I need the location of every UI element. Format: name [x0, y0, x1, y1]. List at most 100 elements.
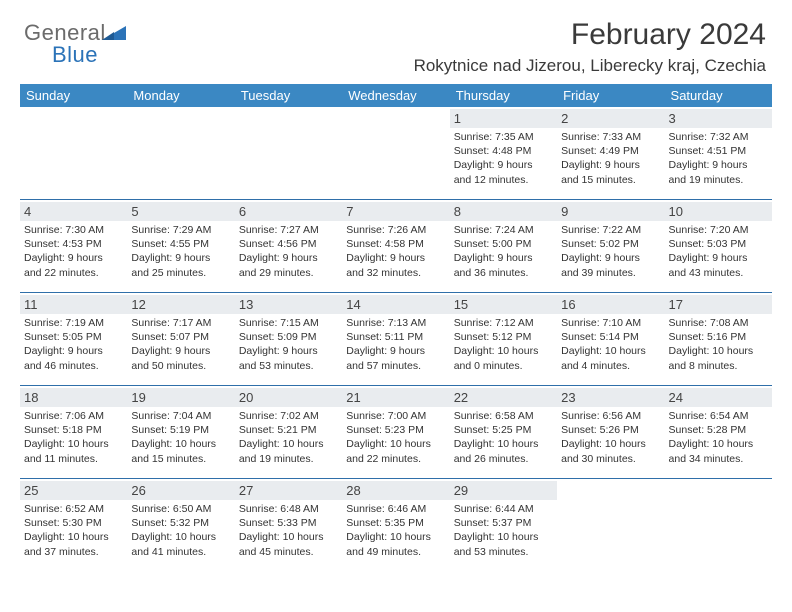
sunrise-text: Sunrise: 7:32 AM	[669, 130, 768, 144]
weekday-header: Thursday	[450, 84, 557, 107]
sunrise-text: Sunrise: 7:22 AM	[561, 223, 660, 237]
day-number: 17	[665, 295, 772, 314]
sunset-text: Sunset: 5:23 PM	[346, 423, 445, 437]
sunset-text: Sunset: 5:11 PM	[346, 330, 445, 344]
calendar-day-cell: 23Sunrise: 6:56 AMSunset: 5:26 PMDayligh…	[557, 386, 664, 479]
calendar-week-row: 18Sunrise: 7:06 AMSunset: 5:18 PMDayligh…	[20, 386, 772, 479]
daylight-text: Daylight: 9 hours	[561, 158, 660, 172]
sunrise-text: Sunrise: 7:20 AM	[669, 223, 768, 237]
calendar-day-cell: 25Sunrise: 6:52 AMSunset: 5:30 PMDayligh…	[20, 479, 127, 572]
sunset-text: Sunset: 5:16 PM	[669, 330, 768, 344]
daylight-text: Daylight: 9 hours	[669, 251, 768, 265]
calendar-day-cell: 22Sunrise: 6:58 AMSunset: 5:25 PMDayligh…	[450, 386, 557, 479]
day-number: 29	[450, 481, 557, 500]
calendar-day-cell	[235, 107, 342, 200]
calendar-day-cell: 4Sunrise: 7:30 AMSunset: 4:53 PMDaylight…	[20, 200, 127, 293]
daylight-text: and 36 minutes.	[454, 266, 553, 280]
day-number: 2	[557, 109, 664, 128]
day-number: 9	[557, 202, 664, 221]
calendar-week-row: 25Sunrise: 6:52 AMSunset: 5:30 PMDayligh…	[20, 479, 772, 572]
sunrise-text: Sunrise: 6:56 AM	[561, 409, 660, 423]
sunrise-text: Sunrise: 6:46 AM	[346, 502, 445, 516]
daylight-text: and 8 minutes.	[669, 359, 768, 373]
sunset-text: Sunset: 5:30 PM	[24, 516, 123, 530]
calendar-day-cell: 1Sunrise: 7:35 AMSunset: 4:48 PMDaylight…	[450, 107, 557, 200]
sunset-text: Sunset: 5:03 PM	[669, 237, 768, 251]
sunset-text: Sunset: 4:55 PM	[131, 237, 230, 251]
day-number: 12	[127, 295, 234, 314]
sunrise-text: Sunrise: 7:12 AM	[454, 316, 553, 330]
brand-logo: General Blue	[24, 20, 106, 68]
sunset-text: Sunset: 5:18 PM	[24, 423, 123, 437]
daylight-text: and 22 minutes.	[346, 452, 445, 466]
daylight-text: Daylight: 10 hours	[24, 437, 123, 451]
daylight-text: and 11 minutes.	[24, 452, 123, 466]
sunset-text: Sunset: 4:56 PM	[239, 237, 338, 251]
daylight-text: and 4 minutes.	[561, 359, 660, 373]
sunset-text: Sunset: 5:19 PM	[131, 423, 230, 437]
daylight-text: and 19 minutes.	[239, 452, 338, 466]
daylight-text: and 29 minutes.	[239, 266, 338, 280]
day-number: 19	[127, 388, 234, 407]
sunset-text: Sunset: 5:07 PM	[131, 330, 230, 344]
calendar-day-cell: 29Sunrise: 6:44 AMSunset: 5:37 PMDayligh…	[450, 479, 557, 572]
daylight-text: Daylight: 9 hours	[346, 344, 445, 358]
calendar-day-cell	[557, 479, 664, 572]
calendar-day-cell: 27Sunrise: 6:48 AMSunset: 5:33 PMDayligh…	[235, 479, 342, 572]
calendar-day-cell: 6Sunrise: 7:27 AMSunset: 4:56 PMDaylight…	[235, 200, 342, 293]
weekday-header: Friday	[557, 84, 664, 107]
calendar-day-cell: 2 Sunrise: 7:33 AMSunset: 4:49 PMDaylight…	[557, 107, 664, 200]
daylight-text: Daylight: 9 hours	[346, 251, 445, 265]
sunrise-text: Sunrise: 7:33 AM	[561, 130, 660, 144]
day-number: 7	[342, 202, 449, 221]
day-number: 14	[342, 295, 449, 314]
day-number: 18	[20, 388, 127, 407]
daylight-text: Daylight: 9 hours	[239, 251, 338, 265]
day-number: 5	[127, 202, 234, 221]
calendar-day-cell: 5Sunrise: 7:29 AMSunset: 4:55 PMDaylight…	[127, 200, 234, 293]
calendar-day-cell: 15Sunrise: 7:12 AMSunset: 5:12 PMDayligh…	[450, 293, 557, 386]
day-number: 10	[665, 202, 772, 221]
day-number: 3	[665, 109, 772, 128]
daylight-text: Daylight: 10 hours	[561, 437, 660, 451]
calendar-week-row: 4Sunrise: 7:30 AMSunset: 4:53 PMDaylight…	[20, 200, 772, 293]
calendar-day-cell: 8Sunrise: 7:24 AMSunset: 5:00 PMDaylight…	[450, 200, 557, 293]
daylight-text: Daylight: 10 hours	[346, 437, 445, 451]
sunset-text: Sunset: 5:12 PM	[454, 330, 553, 344]
daylight-text: Daylight: 9 hours	[24, 251, 123, 265]
day-number: 13	[235, 295, 342, 314]
brand-text-2: Blue	[52, 42, 106, 68]
sunset-text: Sunset: 4:53 PM	[24, 237, 123, 251]
sunset-text: Sunset: 5:25 PM	[454, 423, 553, 437]
day-number: 24	[665, 388, 772, 407]
sunset-text: Sunset: 4:58 PM	[346, 237, 445, 251]
daylight-text: Daylight: 10 hours	[346, 530, 445, 544]
daylight-text: and 32 minutes.	[346, 266, 445, 280]
day-number: 26	[127, 481, 234, 500]
sunset-text: Sunset: 4:49 PM	[561, 144, 660, 158]
weekday-header-row: Sunday Monday Tuesday Wednesday Thursday…	[20, 84, 772, 107]
weekday-header: Monday	[127, 84, 234, 107]
daylight-text: Daylight: 9 hours	[454, 158, 553, 172]
sunrise-text: Sunrise: 7:24 AM	[454, 223, 553, 237]
brand-flag-icon	[102, 22, 130, 42]
calendar-day-cell	[127, 107, 234, 200]
daylight-text: Daylight: 10 hours	[454, 437, 553, 451]
weekday-header: Saturday	[665, 84, 772, 107]
daylight-text: Daylight: 9 hours	[24, 344, 123, 358]
daylight-text: and 53 minutes.	[239, 359, 338, 373]
sunrise-text: Sunrise: 7:15 AM	[239, 316, 338, 330]
daylight-text: Daylight: 9 hours	[561, 251, 660, 265]
weekday-header: Tuesday	[235, 84, 342, 107]
sunrise-text: Sunrise: 7:06 AM	[24, 409, 123, 423]
weekday-header: Sunday	[20, 84, 127, 107]
daylight-text: Daylight: 10 hours	[239, 437, 338, 451]
sunrise-text: Sunrise: 7:10 AM	[561, 316, 660, 330]
daylight-text: Daylight: 9 hours	[131, 344, 230, 358]
sunrise-text: Sunrise: 6:54 AM	[669, 409, 768, 423]
sunrise-text: Sunrise: 7:29 AM	[131, 223, 230, 237]
sunset-text: Sunset: 5:05 PM	[24, 330, 123, 344]
calendar-table: Sunday Monday Tuesday Wednesday Thursday…	[20, 84, 772, 571]
daylight-text: Daylight: 10 hours	[454, 530, 553, 544]
sunset-text: Sunset: 5:21 PM	[239, 423, 338, 437]
